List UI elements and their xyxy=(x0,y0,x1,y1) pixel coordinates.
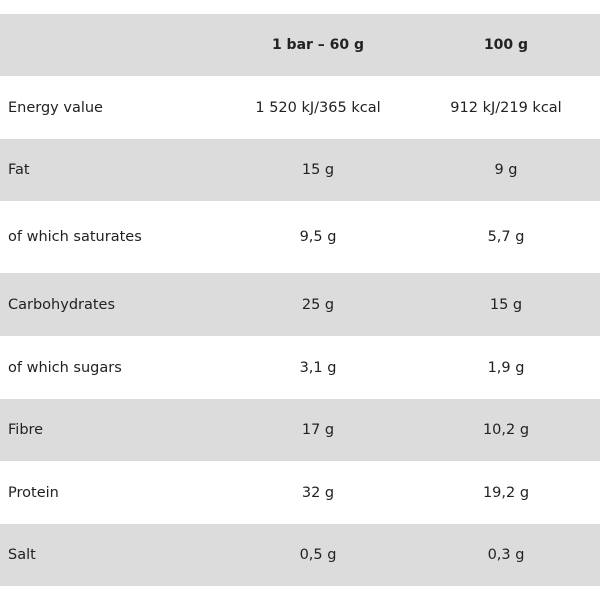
row-label: of which saturates xyxy=(8,229,142,245)
value-cell: 3,1 g xyxy=(299,359,337,376)
header-row: 1 bar – 60 g 100 g xyxy=(0,14,600,76)
row-label: Energy value xyxy=(8,99,103,116)
row-label: Fibre xyxy=(8,422,44,438)
value-cell: 10,2 g xyxy=(482,422,530,438)
value-cell: 0,5 g xyxy=(299,547,337,563)
value-cell: 9,5 g xyxy=(299,229,337,245)
column-header: 100 g xyxy=(483,37,529,53)
value-cell: 1,9 g xyxy=(487,359,525,376)
table-row: Carbohydrates 25 g 15 g xyxy=(0,273,600,336)
table-row: Fat 15 g 9 g xyxy=(0,139,600,201)
table-row: Protein 32 g 19,2 g xyxy=(0,461,600,524)
row-label: Salt xyxy=(8,547,36,563)
value-cell: 0,3 g xyxy=(487,547,525,563)
column-header: 1 bar – 60 g xyxy=(271,37,365,53)
value-cell: 1 520 kJ/365 kcal xyxy=(255,99,381,116)
value-cell: 32 g xyxy=(301,484,335,501)
row-label: Protein xyxy=(8,484,59,501)
value-cell: 15 g xyxy=(301,162,335,178)
table-row: of which sugars 3,1 g 1,9 g xyxy=(0,336,600,399)
value-cell: 19,2 g xyxy=(482,484,530,501)
value-cell: 15 g xyxy=(489,296,523,313)
table-row: Energy value 1 520 kJ/365 kcal 912 kJ/219 … xyxy=(0,76,600,139)
value-cell: 5,7 g xyxy=(487,229,525,245)
row-label: Fat xyxy=(8,162,30,178)
row-label: Carbohydrates xyxy=(8,296,116,313)
value-cell: 9 g xyxy=(494,162,518,178)
value-cell: 25 g xyxy=(301,296,335,313)
value-cell: 912 kJ/219 kcal xyxy=(450,99,562,116)
table-row: Fibre 17 g 10,2 g xyxy=(0,399,600,461)
row-label: of which sugars xyxy=(8,359,122,376)
value-cell: 17 g xyxy=(301,422,335,438)
table-row: of which saturates 9,5 g 5,7 g xyxy=(0,201,600,273)
table-row: Salt 0,5 g 0,3 g xyxy=(0,524,600,586)
